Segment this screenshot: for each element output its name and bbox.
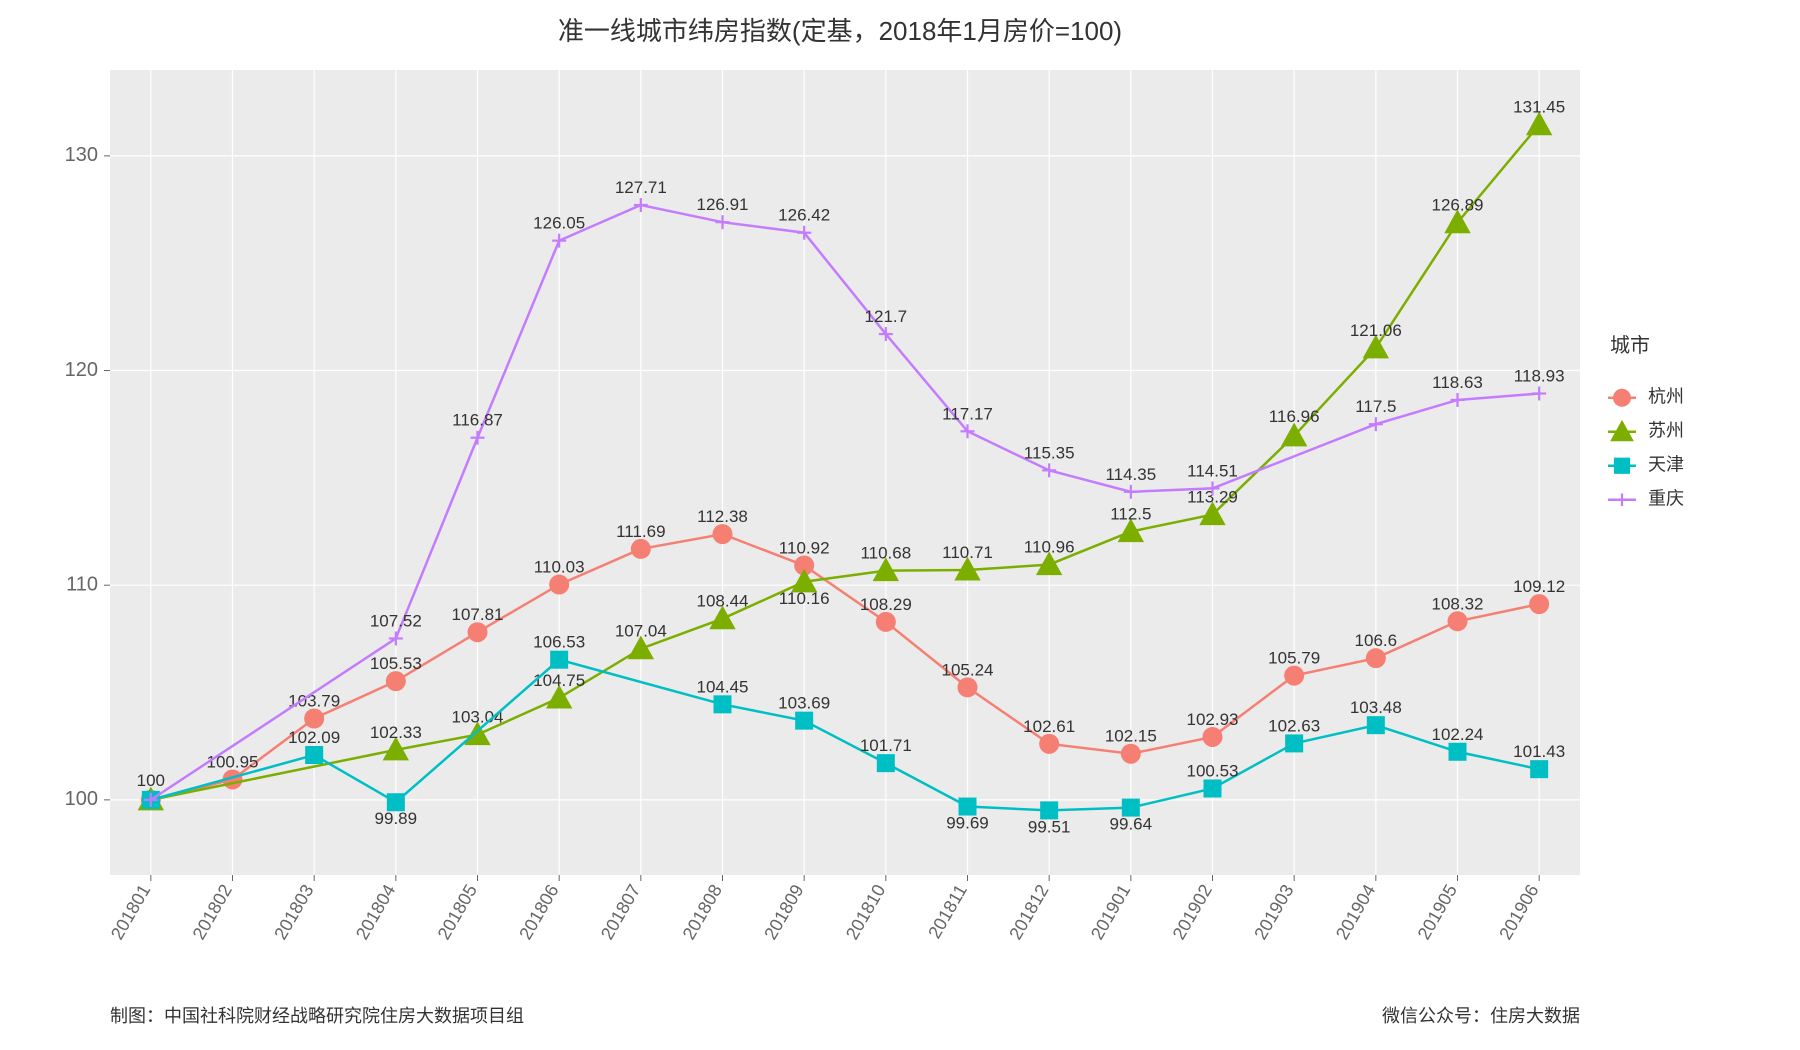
data-label: 102.93 — [1187, 710, 1239, 729]
data-label: 102.24 — [1432, 725, 1484, 744]
data-label: 126.05 — [533, 214, 585, 233]
legend-label: 重庆 — [1648, 489, 1684, 509]
data-label: 110.03 — [534, 558, 585, 577]
data-label: 127.71 — [615, 178, 667, 197]
data-label: 110.71 — [942, 543, 993, 562]
legend-title: 城市 — [1610, 334, 1650, 357]
footer-left: 制图：中国社科院财经战略研究院住房大数据项目组 — [110, 1006, 524, 1026]
data-label: 118.93 — [1514, 367, 1565, 386]
data-label: 102.63 — [1268, 716, 1320, 735]
data-label: 99.69 — [946, 814, 989, 833]
data-label: 108.44 — [697, 592, 749, 611]
data-label: 104.45 — [697, 677, 749, 696]
y-tick-label: 100 — [65, 788, 98, 810]
data-label: 110.92 — [779, 538, 830, 557]
data-label: 110.96 — [1024, 538, 1075, 557]
data-label: 107.04 — [615, 622, 667, 641]
data-label: 110.68 — [860, 544, 911, 563]
data-label: 105.53 — [370, 654, 422, 673]
data-label: 102.61 — [1023, 717, 1075, 736]
data-label: 103.48 — [1350, 698, 1402, 717]
data-label: 103.79 — [288, 692, 340, 711]
data-label: 101.71 — [860, 736, 912, 755]
data-label: 106.6 — [1355, 631, 1398, 650]
data-label: 105.24 — [942, 660, 994, 679]
data-label: 121.06 — [1350, 321, 1402, 340]
legend-label: 杭州 — [1648, 387, 1684, 407]
data-label: 117.5 — [1355, 397, 1396, 416]
data-label: 99.89 — [375, 809, 418, 828]
chart-root: 1001101201302018012018022018032018042018… — [0, 0, 1800, 1050]
plot-area — [110, 70, 1580, 875]
data-label: 103.04 — [452, 708, 504, 727]
data-label: 115.35 — [1024, 443, 1075, 462]
legend-label: 苏州 — [1648, 421, 1684, 441]
data-label: 116.96 — [1269, 407, 1320, 426]
data-label: 126.89 — [1432, 196, 1484, 215]
data-label: 121.7 — [865, 307, 908, 326]
y-tick-label: 110 — [66, 573, 98, 595]
data-label: 108.29 — [860, 595, 912, 614]
data-label: 131.45 — [1513, 98, 1565, 117]
data-label: 107.52 — [370, 611, 422, 630]
y-tick-label: 130 — [65, 144, 98, 166]
data-label: 110.16 — [779, 589, 830, 608]
data-label: 107.81 — [452, 605, 504, 624]
data-label: 112.5 — [1110, 505, 1151, 524]
data-label: 108.32 — [1432, 594, 1484, 613]
data-label: 118.63 — [1432, 373, 1483, 392]
data-label: 99.51 — [1028, 817, 1071, 836]
data-label: 99.64 — [1110, 815, 1153, 834]
data-label: 104.75 — [533, 671, 585, 690]
data-label: 100.53 — [1187, 761, 1239, 780]
data-label: 103.69 — [778, 694, 830, 713]
data-label: 106.53 — [533, 633, 585, 652]
data-label: 102.33 — [370, 723, 422, 742]
data-label: 100.95 — [207, 752, 259, 771]
footer-right: 微信公众号：住房大数据 — [1382, 1006, 1580, 1026]
data-label: 116.87 — [452, 411, 503, 430]
y-tick-label: 120 — [65, 359, 98, 381]
data-label: 117.17 — [942, 404, 993, 423]
data-label: 101.43 — [1513, 742, 1565, 761]
legend-label: 天津 — [1648, 455, 1684, 475]
data-label: 112.38 — [697, 507, 748, 526]
chart-title: 准一线城市纬房指数(定基，2018年1月房价=100) — [558, 16, 1122, 46]
data-label: 114.35 — [1105, 465, 1156, 484]
data-label: 105.79 — [1268, 649, 1320, 668]
data-label: 111.69 — [616, 522, 665, 541]
data-label: 102.09 — [288, 728, 340, 747]
data-label: 102.15 — [1105, 727, 1157, 746]
data-label: 114.51 — [1187, 461, 1238, 480]
data-label: 126.42 — [778, 206, 830, 225]
data-label: 109.12 — [1513, 577, 1565, 596]
data-label: 126.91 — [697, 195, 749, 214]
